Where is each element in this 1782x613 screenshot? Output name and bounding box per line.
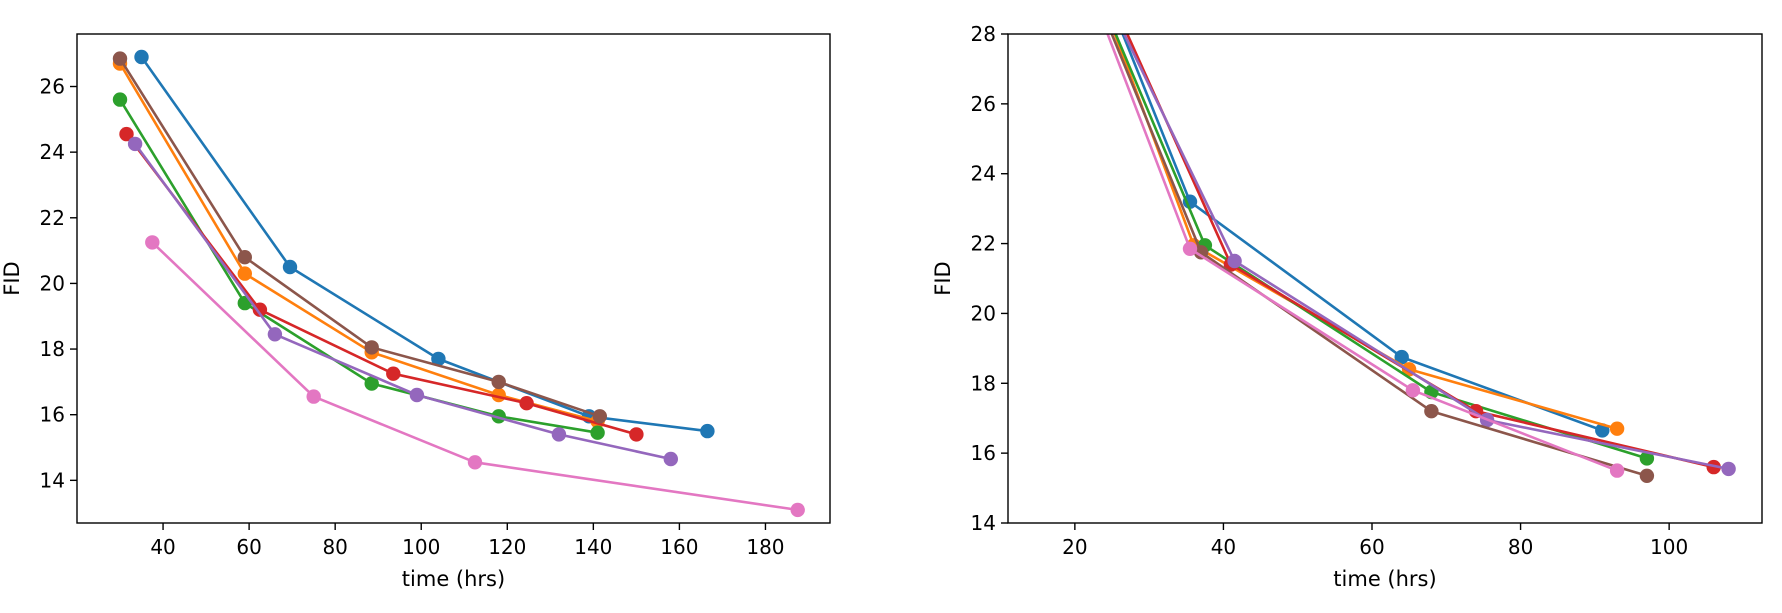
x-axis-label: time (hrs) (1333, 567, 1436, 591)
y-tick-label: 14 (971, 511, 996, 535)
data-point (134, 49, 149, 65)
y-tick-label: 18 (971, 371, 996, 395)
series-line-2 (1113, 34, 1618, 430)
data-point (1182, 194, 1198, 209)
y-tick-label: 20 (40, 271, 65, 295)
data-point (1182, 241, 1198, 256)
x-tick-label: 40 (150, 535, 175, 559)
data-point (1721, 461, 1736, 477)
series-line-3 (118, 98, 598, 434)
x-tick-label: 140 (574, 535, 612, 559)
y-tick-label: 26 (971, 92, 996, 116)
data-point (364, 340, 379, 355)
data-point (431, 351, 446, 367)
y-tick-label: 22 (971, 232, 996, 256)
x-axis-label: time (hrs) (402, 567, 505, 591)
series-group (112, 49, 805, 518)
data-point (145, 235, 160, 250)
series-line-7 (151, 241, 798, 512)
y-axis-label: FID (0, 261, 24, 295)
axes-frame (76, 33, 831, 524)
data-point (282, 259, 298, 275)
data-point (592, 409, 607, 424)
data-point (1193, 245, 1209, 260)
series-line-4 (125, 133, 637, 436)
data-point (629, 427, 644, 442)
x-tick-label: 80 (322, 535, 347, 559)
data-point (364, 376, 379, 391)
data-point (590, 425, 605, 440)
data-point (551, 427, 567, 442)
x-tick-label: 160 (660, 535, 698, 559)
data-point (1609, 463, 1625, 478)
series-group (1106, 34, 1736, 483)
data-point (112, 92, 128, 107)
data-point (1394, 349, 1409, 365)
x-tick-label: 40 (1211, 535, 1236, 559)
y-tick-label: 24 (971, 162, 996, 186)
series-line-2 (118, 62, 598, 423)
data-point (519, 396, 534, 411)
x-tick-label: 100 (1650, 535, 1688, 559)
data-point (1639, 451, 1655, 466)
y-tick-label: 18 (40, 337, 65, 361)
series-line-3 (1114, 34, 1648, 460)
data-point (491, 374, 506, 390)
data-point (1609, 421, 1625, 436)
y-tick-label: 14 (40, 468, 65, 492)
x-tick-label: 120 (488, 535, 526, 559)
y-tick-label: 24 (40, 140, 65, 164)
axes-frame (1007, 33, 1763, 524)
data-point (467, 455, 483, 470)
y-tick-label: 16 (40, 403, 65, 427)
y-tick-label: 20 (971, 301, 996, 325)
x-tick-label: 60 (236, 535, 261, 559)
x-tick-label: 100 (402, 535, 440, 559)
data-point (386, 366, 401, 381)
data-point (409, 387, 425, 403)
data-point (700, 423, 715, 439)
data-point (127, 136, 143, 152)
y-tick-label: 28 (971, 22, 996, 46)
y-tick-label: 22 (40, 206, 65, 230)
data-point (1227, 253, 1242, 269)
x-tick-label: 180 (746, 535, 784, 559)
x-tick-label: 80 (1508, 535, 1533, 559)
x-tick-label: 20 (1062, 535, 1087, 559)
y-axis-label: FID (931, 261, 955, 295)
series-line-7 (1106, 34, 1618, 472)
data-point (119, 126, 134, 142)
series-line-1 (1121, 34, 1603, 432)
x-tick-label: 60 (1359, 535, 1384, 559)
y-tick-label: 16 (971, 441, 996, 465)
data-point (237, 266, 252, 281)
data-point (252, 302, 268, 317)
right-chart: 20 40 60 80 100 14 16 18 20 22 24 26 28 time (hrs) FID (931, 22, 1763, 591)
data-point (267, 327, 283, 342)
data-point (306, 389, 321, 404)
data-point (237, 250, 252, 265)
data-point (790, 502, 805, 518)
series-line-6 (1110, 34, 1648, 478)
series-line-5 (1122, 34, 1729, 471)
data-point (112, 51, 128, 66)
data-point (1639, 468, 1655, 483)
y-tick-label: 26 (40, 75, 65, 99)
left-chart: 40 60 80 100 120 140 160 180 14 16 18 20 22 24 26 time … (0, 33, 831, 591)
data-point (1405, 383, 1421, 398)
data-point (1424, 404, 1439, 419)
data-point (663, 451, 678, 467)
series-line-6 (118, 57, 601, 418)
